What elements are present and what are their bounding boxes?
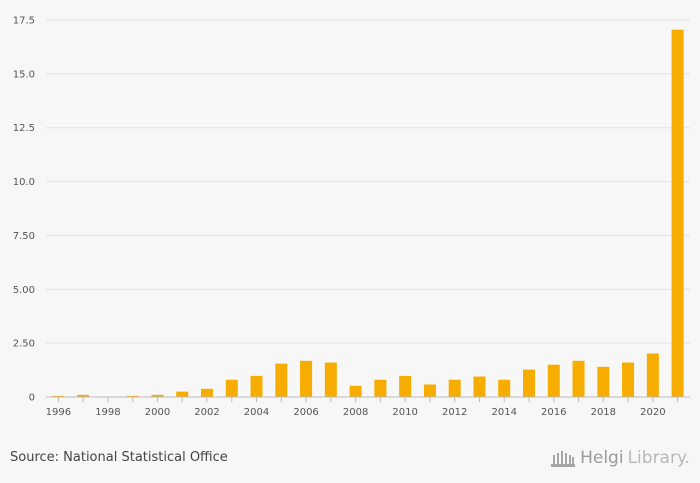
brand-name-main: Helgi [580, 448, 624, 468]
bar [646, 353, 659, 397]
bar [423, 384, 436, 397]
x-tick-label: 2006 [293, 407, 318, 418]
bar [547, 364, 560, 397]
y-tick-label: 7.50 [13, 231, 35, 242]
bar [201, 388, 213, 397]
bar [671, 29, 684, 398]
x-tick-label: 2008 [343, 407, 368, 418]
bar-chart: 0 2.50 5.00 7.50 10.0 12.5 15.0 17.5 1996 1998 20… [13, 16, 690, 418]
x-tick-label: 2020 [640, 407, 665, 418]
brand-name-light: Library. [627, 448, 690, 468]
bar [399, 375, 412, 397]
x-tick-label: 2012 [442, 407, 467, 418]
library-building-icon [551, 451, 576, 467]
bar [77, 394, 90, 397]
bar [374, 379, 387, 397]
y-tick-label: 15.0 [13, 69, 35, 80]
bar [275, 363, 288, 397]
bar [250, 375, 263, 397]
x-tick-label: 1998 [95, 407, 120, 418]
grid-lines [46, 19, 690, 344]
bar [225, 379, 238, 397]
bar-series [52, 29, 684, 398]
y-tick-label: 10.0 [13, 177, 35, 188]
bar [349, 385, 362, 397]
bar [324, 362, 337, 397]
brand-logo[interactable]: Helgi Library. [550, 448, 690, 468]
bar [622, 362, 635, 397]
y-axis: 0 2.50 5.00 7.50 10.0 12.5 15.0 17.5 [13, 16, 35, 404]
y-tick-label: 0 [29, 393, 35, 404]
y-tick-label: 2.50 [13, 339, 35, 350]
y-tick-label: 12.5 [13, 123, 35, 134]
x-tick-label: 2014 [492, 407, 517, 418]
x-tick-label: 2002 [194, 407, 219, 418]
y-tick-label: 5.00 [13, 285, 35, 296]
bar [498, 379, 511, 397]
bar [300, 360, 313, 397]
x-axis: 1996 1998 2000 2002 2004 2006 2008 2010 2012 2014… [46, 396, 690, 418]
bar [52, 395, 65, 397]
source-note: Source: National Statistical Office [10, 450, 228, 465]
bar [126, 395, 139, 397]
bar [151, 394, 164, 397]
x-tick-label: 2016 [541, 407, 566, 418]
bar [473, 376, 486, 397]
x-tick-label: 2004 [244, 407, 269, 418]
x-tick-label: 2000 [145, 407, 170, 418]
x-tick-label: 1996 [46, 407, 71, 418]
y-tick-label: 17.5 [13, 16, 35, 27]
x-tick-label: 2018 [591, 407, 616, 418]
bar [176, 391, 189, 397]
x-tick-label: 2010 [392, 407, 417, 418]
bar [572, 360, 585, 397]
bar [597, 366, 610, 397]
bar [448, 379, 461, 397]
bar [523, 369, 535, 397]
